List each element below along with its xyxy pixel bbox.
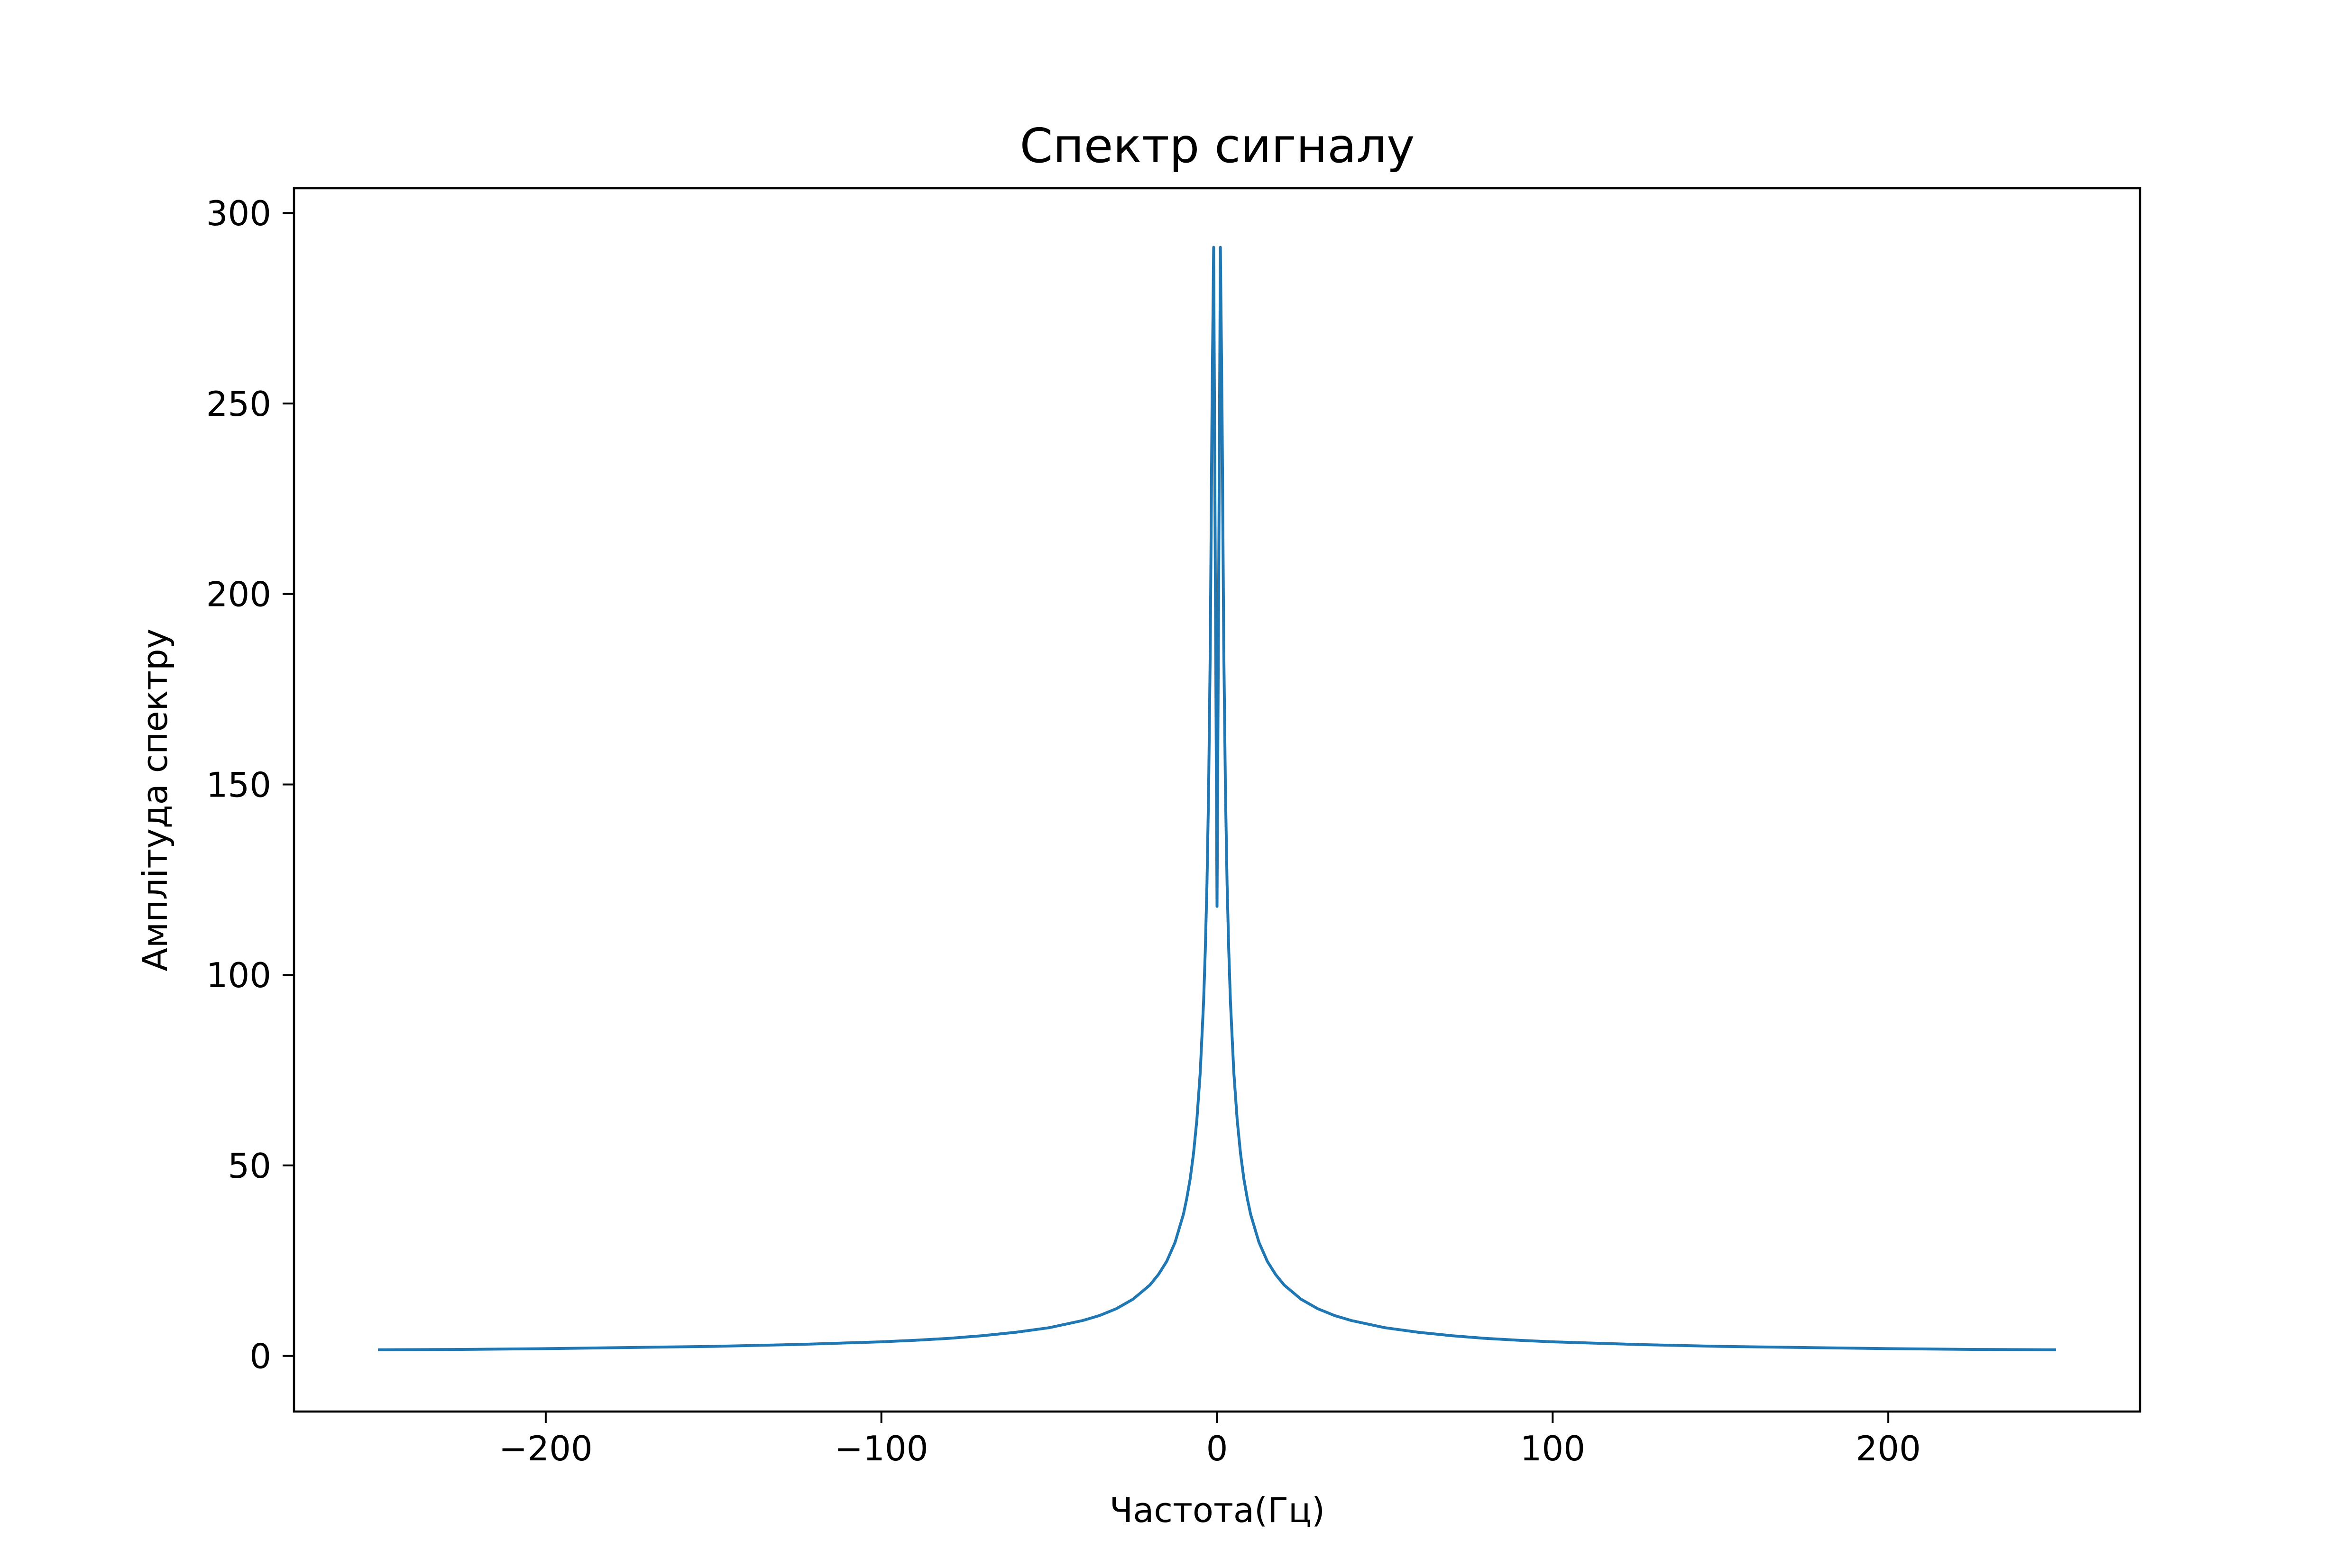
y-tick-label: 0 (249, 1337, 271, 1376)
y-tick-label: 200 (206, 575, 271, 614)
x-axis: −200 −100 0 100 200 (499, 1412, 1921, 1468)
series-line-0 (377, 246, 2057, 1351)
y-tick-label: 300 (206, 193, 271, 233)
y-tick-label: 100 (206, 955, 271, 995)
y-tick-label: 150 (206, 765, 271, 805)
x-tick-label: 0 (1206, 1429, 1228, 1468)
chart-title: Спектр сигналу (1020, 118, 1415, 174)
x-tick-label: −200 (499, 1429, 593, 1468)
x-tick-label: 200 (1856, 1429, 1920, 1468)
x-axis-label: Частота(Гц) (1110, 1490, 1325, 1530)
x-tick-label: 100 (1520, 1429, 1585, 1468)
y-axis-label: Амплітуда спектру (135, 629, 175, 972)
y-tick-label: 250 (206, 384, 271, 424)
x-tick-label: −100 (835, 1429, 928, 1468)
plot-frame (293, 187, 2141, 1413)
plot-area (377, 246, 2057, 1351)
y-tick-label: 50 (228, 1146, 271, 1186)
y-axis: 0 50 100 150 200 250 300 (206, 193, 294, 1376)
